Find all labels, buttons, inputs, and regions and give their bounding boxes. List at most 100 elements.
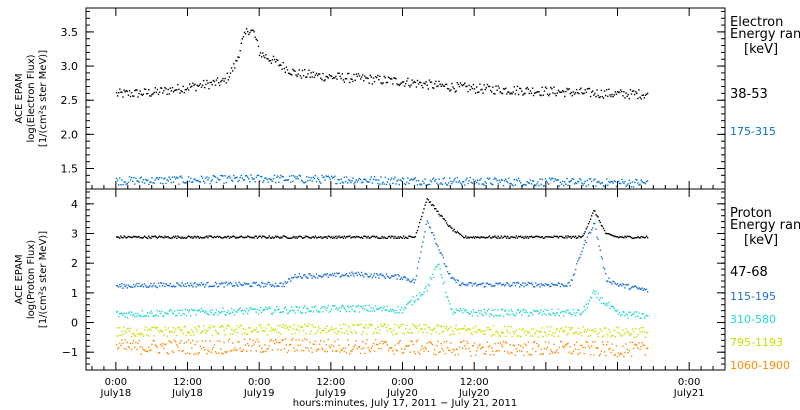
data-point bbox=[636, 92, 638, 94]
data-point bbox=[618, 236, 621, 238]
data-point bbox=[582, 234, 584, 237]
data-point bbox=[288, 175, 291, 177]
data-point bbox=[424, 204, 426, 206]
data-point bbox=[498, 237, 500, 239]
data-point bbox=[555, 329, 557, 331]
data-point bbox=[478, 310, 480, 312]
data-point bbox=[573, 312, 576, 314]
data-point bbox=[443, 263, 446, 265]
data-point bbox=[374, 339, 377, 341]
data-point bbox=[455, 324, 457, 326]
data-point bbox=[387, 324, 390, 327]
data-point bbox=[245, 236, 248, 239]
data-point bbox=[247, 30, 249, 33]
data-point bbox=[212, 79, 214, 82]
data-point bbox=[521, 350, 523, 353]
data-point bbox=[271, 284, 274, 286]
data-point bbox=[230, 179, 233, 182]
data-point bbox=[460, 328, 463, 330]
data-point bbox=[377, 343, 379, 346]
data-point bbox=[255, 327, 257, 329]
data-point bbox=[497, 309, 499, 311]
data-point bbox=[624, 287, 626, 289]
data-point bbox=[183, 182, 185, 184]
data-point bbox=[640, 327, 642, 329]
data-point bbox=[323, 236, 325, 238]
data-point bbox=[237, 237, 239, 239]
data-point bbox=[442, 218, 444, 220]
data-point bbox=[259, 306, 262, 309]
data-point bbox=[194, 309, 196, 311]
data-point bbox=[222, 307, 224, 309]
data-point bbox=[581, 235, 583, 238]
data-point bbox=[405, 83, 407, 85]
data-point bbox=[507, 282, 509, 284]
data-point bbox=[586, 307, 589, 309]
data-point bbox=[565, 344, 567, 346]
data-point bbox=[237, 309, 239, 311]
data-point bbox=[281, 311, 283, 313]
data-point bbox=[322, 349, 324, 351]
data-point bbox=[202, 180, 205, 182]
data-point bbox=[442, 178, 444, 180]
data-point bbox=[459, 308, 462, 310]
data-point bbox=[524, 235, 526, 238]
data-point bbox=[620, 283, 622, 286]
data-point bbox=[630, 286, 633, 289]
data-point bbox=[474, 311, 477, 314]
data-point bbox=[492, 334, 494, 336]
data-point bbox=[366, 237, 368, 239]
data-point bbox=[442, 85, 444, 87]
data-point bbox=[238, 326, 240, 329]
data-point bbox=[198, 237, 200, 239]
data-point bbox=[186, 87, 189, 89]
data-point bbox=[364, 75, 366, 77]
data-point bbox=[635, 328, 637, 330]
data-point bbox=[541, 178, 543, 180]
data-point bbox=[600, 89, 603, 91]
data-point bbox=[559, 235, 562, 238]
data-point bbox=[636, 237, 638, 239]
data-point bbox=[411, 304, 413, 306]
data-point bbox=[508, 237, 510, 239]
data-point bbox=[482, 236, 484, 238]
data-point bbox=[446, 271, 449, 273]
data-point bbox=[183, 91, 185, 94]
data-point bbox=[153, 335, 155, 337]
data-point bbox=[267, 281, 269, 284]
data-point bbox=[329, 310, 332, 312]
data-point bbox=[142, 179, 145, 181]
data-point bbox=[356, 305, 358, 307]
data-point bbox=[391, 331, 393, 333]
data-point bbox=[479, 179, 481, 181]
data-point bbox=[530, 183, 533, 185]
data-point bbox=[459, 82, 462, 84]
data-point bbox=[157, 329, 160, 331]
data-point bbox=[427, 88, 429, 90]
data-point bbox=[580, 344, 582, 347]
data-point bbox=[574, 92, 577, 94]
data-point bbox=[235, 349, 237, 352]
data-point bbox=[415, 275, 418, 277]
data-point bbox=[481, 183, 483, 185]
data-point bbox=[642, 94, 644, 96]
data-point bbox=[494, 333, 496, 336]
data-point bbox=[200, 86, 203, 88]
data-point bbox=[527, 237, 529, 239]
data-point bbox=[230, 307, 233, 310]
data-point bbox=[559, 328, 562, 330]
data-point bbox=[115, 91, 118, 94]
data-point bbox=[240, 174, 242, 177]
data-point bbox=[402, 235, 405, 237]
data-point bbox=[411, 332, 413, 334]
data-point bbox=[173, 339, 176, 341]
data-point bbox=[251, 308, 253, 310]
data-point bbox=[239, 324, 241, 326]
data-point bbox=[323, 80, 325, 82]
data-point bbox=[129, 236, 132, 238]
data-point bbox=[373, 350, 376, 352]
data-point bbox=[600, 330, 603, 332]
data-point bbox=[548, 94, 550, 97]
data-point bbox=[394, 312, 396, 314]
data-point bbox=[462, 235, 464, 238]
